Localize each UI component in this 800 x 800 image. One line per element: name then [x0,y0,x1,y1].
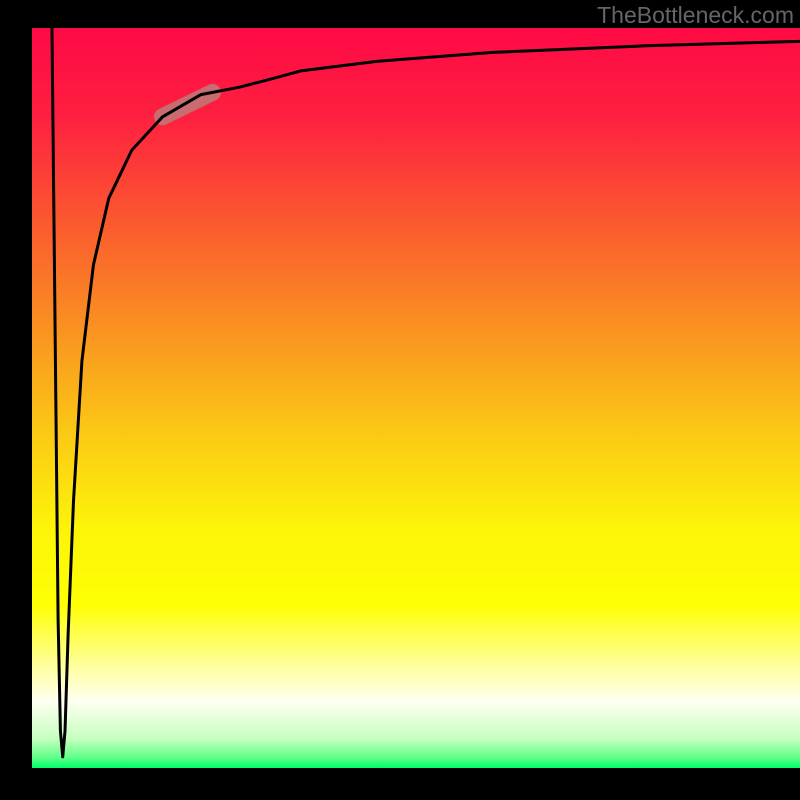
curve-layer [32,28,800,768]
bottleneck-chart: TheBottleneck.com [0,0,800,800]
plot-area [32,28,800,768]
attribution-text: TheBottleneck.com [597,2,794,29]
bottleneck-curve [52,28,800,757]
